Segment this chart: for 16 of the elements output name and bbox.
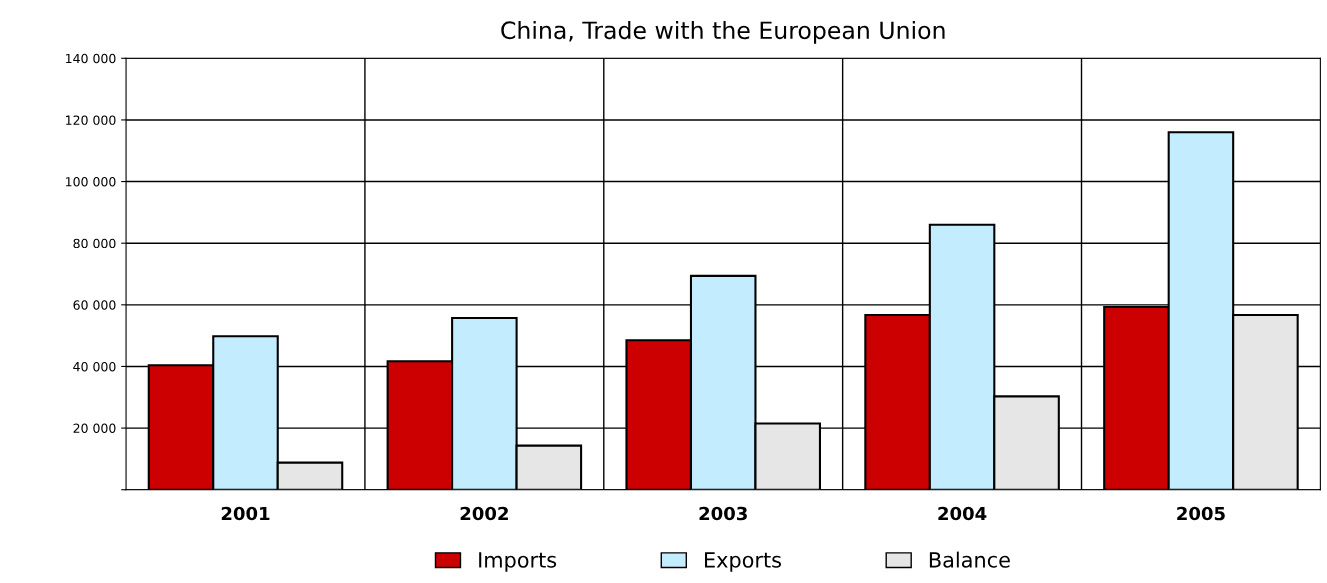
x-tick-label: 2005	[1177, 506, 1225, 521]
y-tick-label: 100 000	[66, 177, 116, 187]
legend-label: Imports	[479, 552, 557, 572]
x-tick-label: 2001	[221, 506, 270, 521]
y-tick-label: 120 000	[66, 115, 116, 125]
x-tick-label: 2003	[699, 506, 747, 521]
x-tick-label: 2002	[460, 506, 508, 521]
y-tick-label: 60 000	[73, 300, 116, 310]
y-tick-label: 80 000	[73, 238, 116, 249]
legend-label: Balance	[929, 551, 1010, 568]
x-tick-label: 2004	[938, 506, 987, 521]
y-tick-label: 40 000	[73, 361, 116, 372]
chart-title: China, Trade with the European Union	[501, 20, 945, 44]
y-tick-label: 140 000	[66, 53, 116, 64]
legend-label: Exports	[705, 552, 782, 572]
y-tick-label: 20 000	[73, 423, 116, 434]
